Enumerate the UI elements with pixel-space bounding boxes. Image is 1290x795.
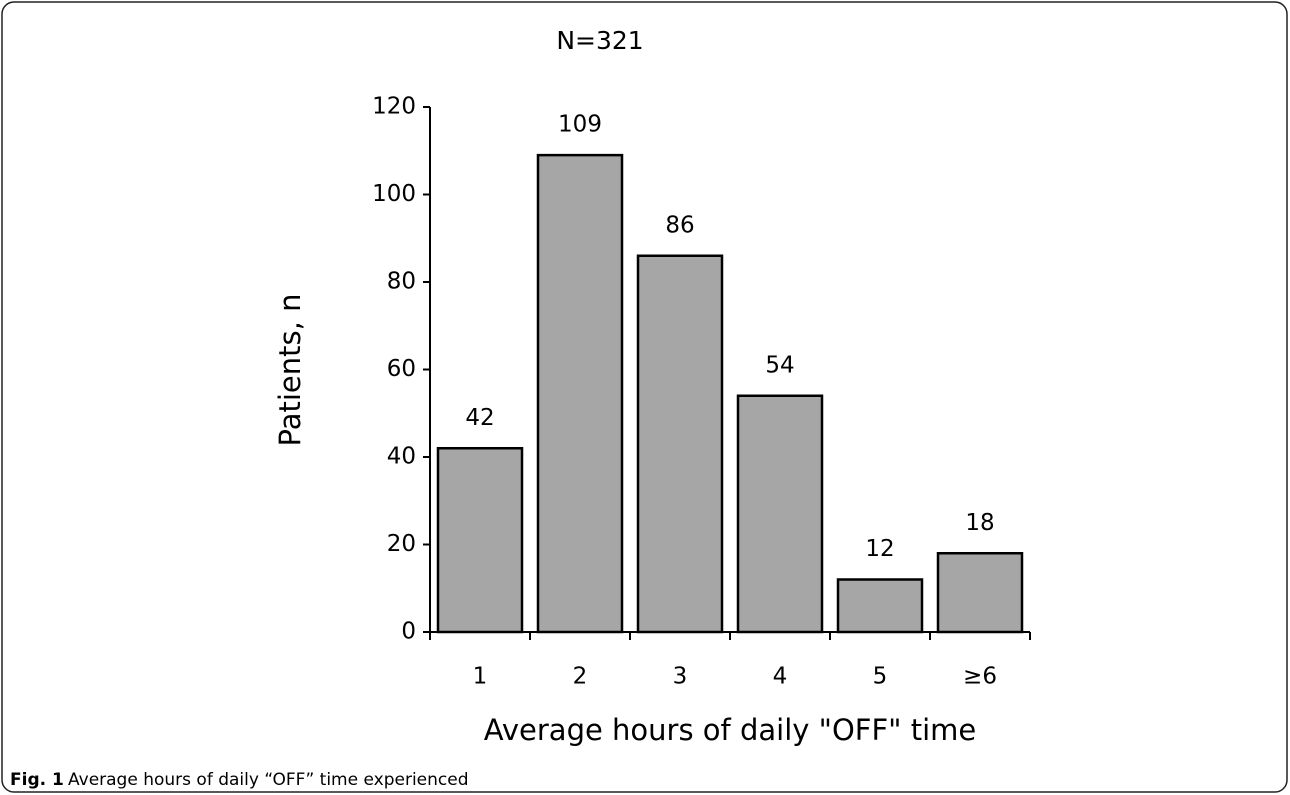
caption-label: Fig. 1: [10, 770, 64, 790]
x-tick-label: 4: [773, 664, 788, 690]
y-tick-label: 80: [387, 269, 416, 295]
x-tick-label: ≥6: [963, 664, 997, 690]
data-label: 42: [465, 405, 494, 431]
bar: [636, 254, 724, 634]
x-axis-label: Average hours of daily "OFF" time: [484, 713, 977, 747]
x-tick-label: 3: [673, 664, 688, 690]
bar: [836, 578, 924, 634]
data-label: 86: [665, 212, 694, 238]
y-tick-label: 100: [372, 181, 416, 207]
bar: [536, 153, 624, 634]
data-label: 54: [765, 352, 794, 378]
data-label: 12: [865, 536, 894, 562]
bar: [936, 552, 1024, 634]
data-label: 109: [558, 112, 602, 138]
bar: [436, 447, 524, 634]
x-tick-label: 2: [573, 664, 588, 690]
chart-title: N=321: [556, 26, 643, 55]
y-tick-label: 60: [387, 356, 416, 382]
data-label: 18: [965, 510, 994, 536]
y-axis-label: Patients, n: [273, 294, 307, 447]
caption-text: Average hours of daily “OFF” time experi…: [68, 770, 469, 790]
x-tick-label: 5: [873, 664, 888, 690]
y-tick-label: 20: [387, 531, 416, 557]
y-tick-label: 120: [372, 94, 416, 120]
y-tick-label: 0: [401, 619, 416, 645]
x-tick-label: 1: [473, 664, 488, 690]
bar: [736, 394, 824, 634]
y-tick-label: 40: [387, 444, 416, 470]
